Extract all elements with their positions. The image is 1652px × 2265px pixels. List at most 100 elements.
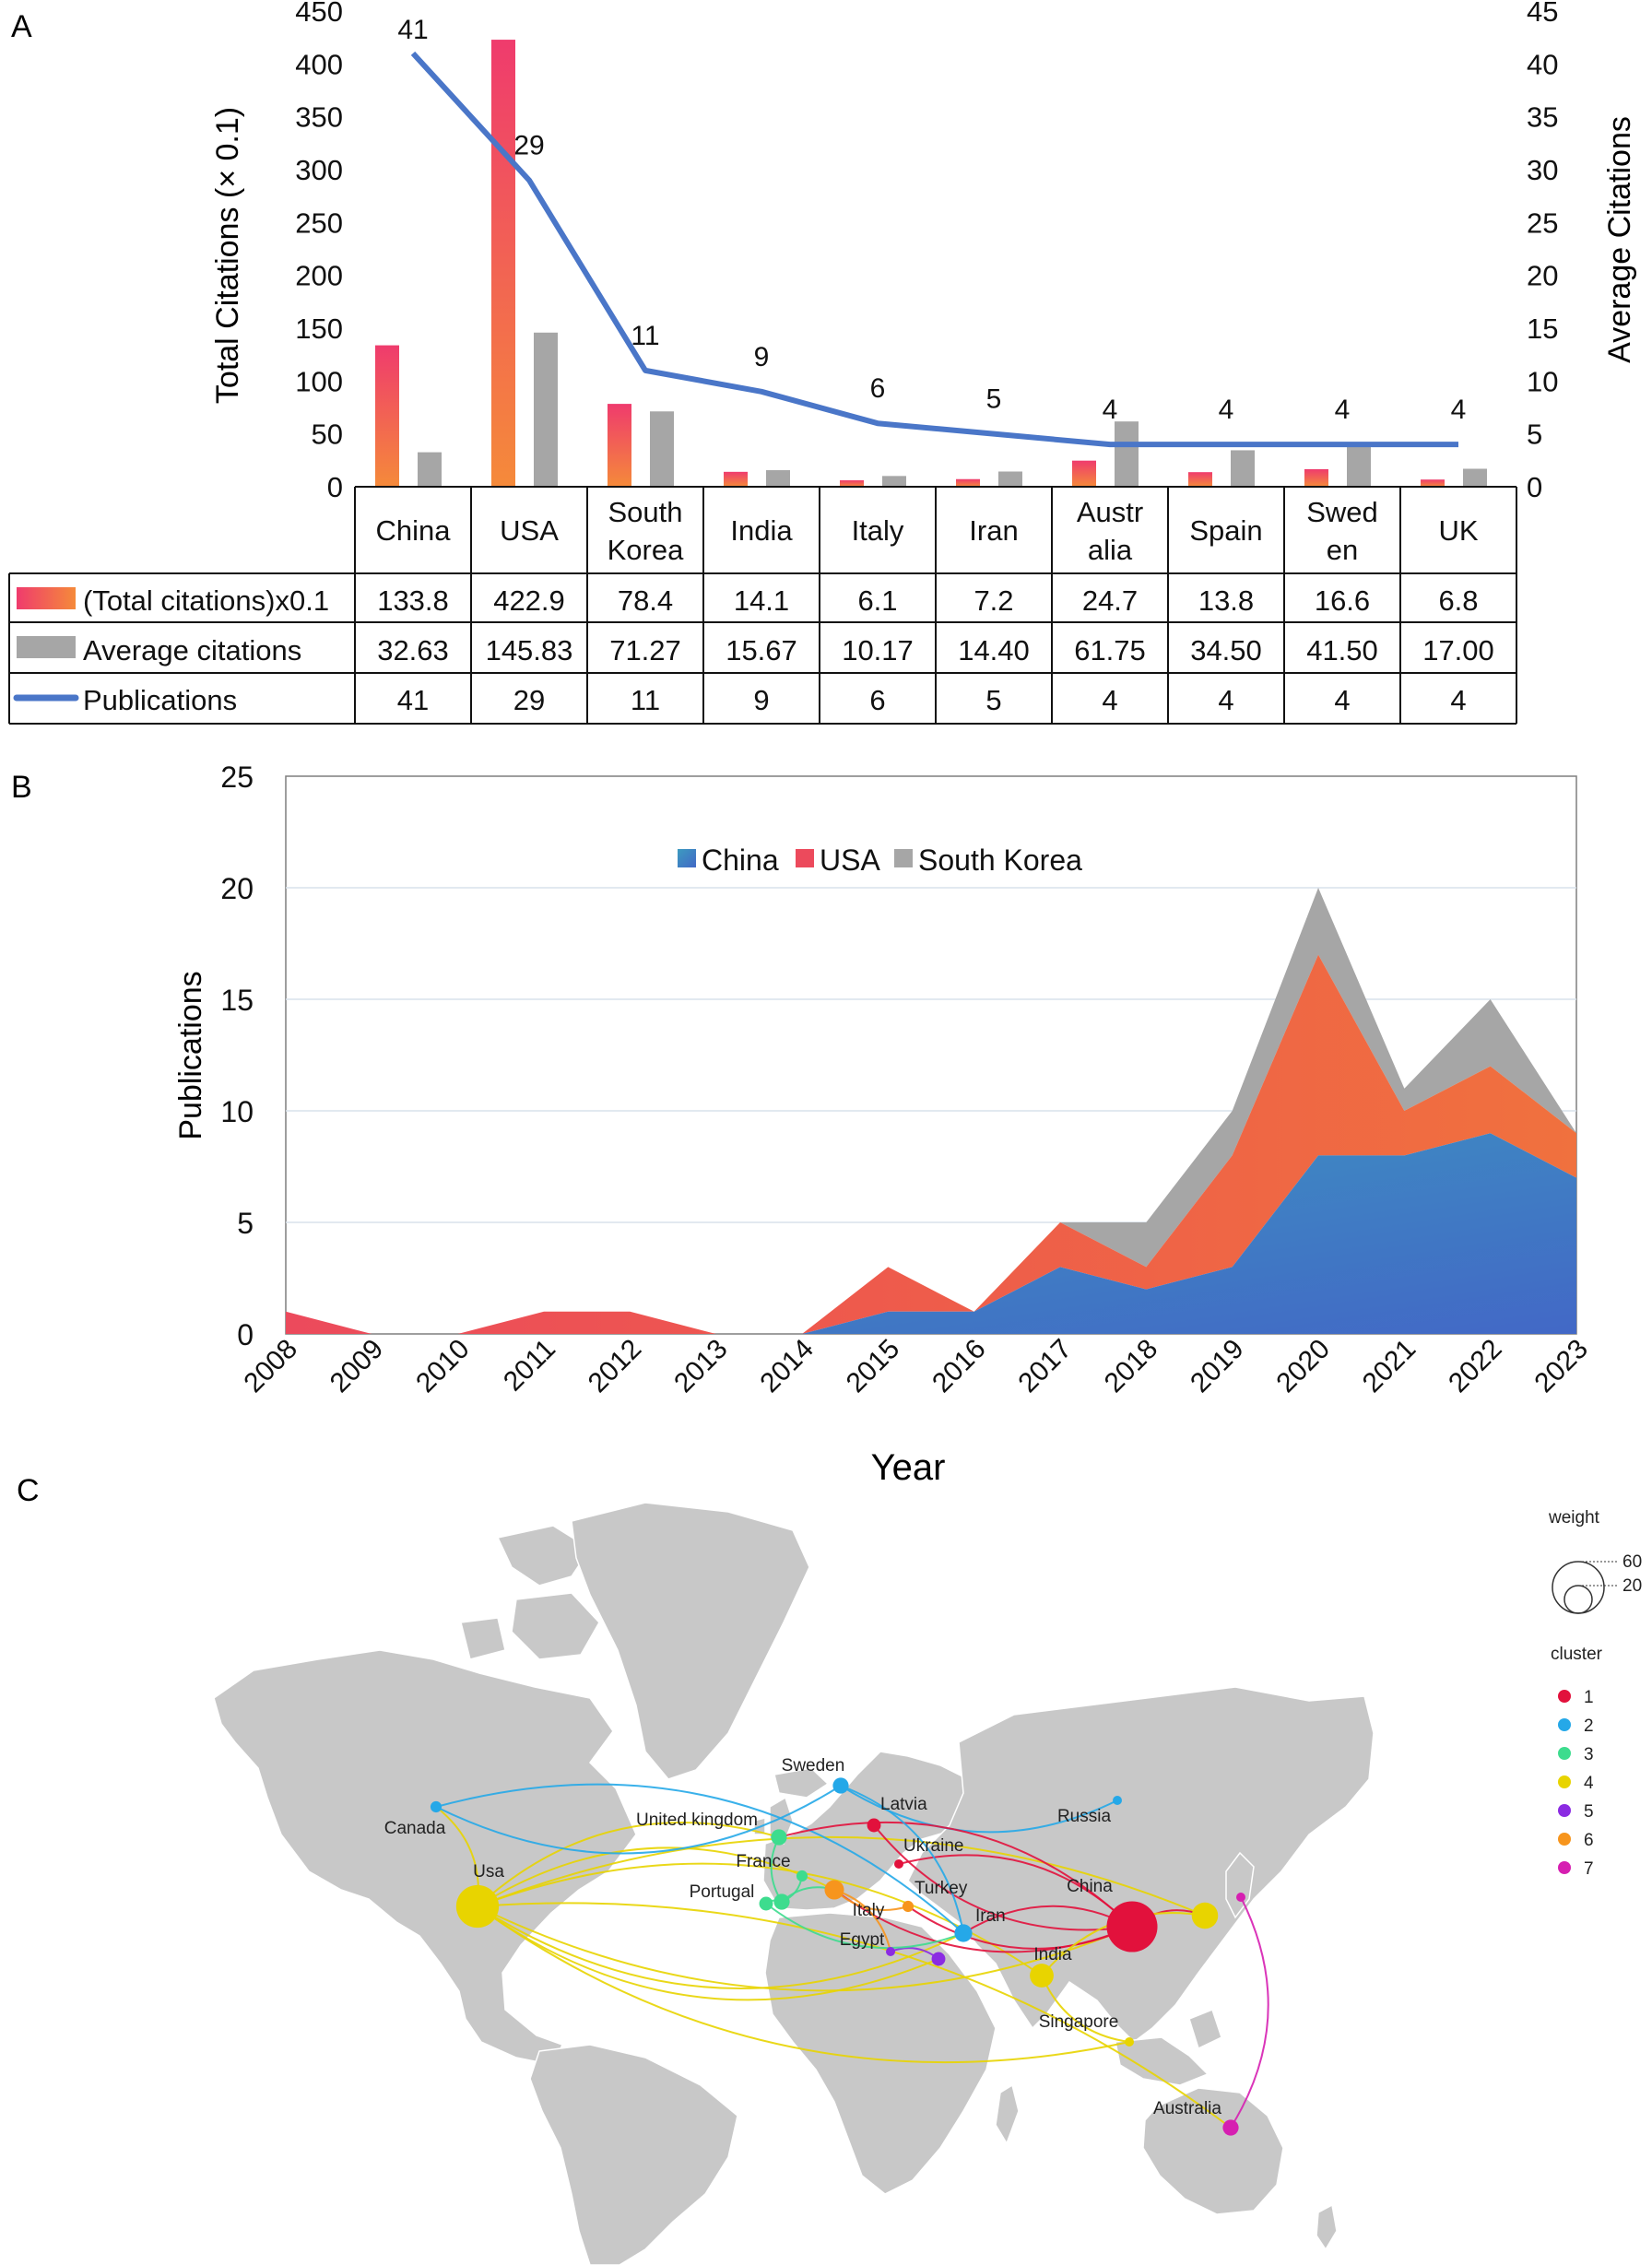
a-bar-average-6 bbox=[1115, 421, 1139, 487]
c-link-9 bbox=[477, 1835, 1206, 1917]
c-label-russia: Russia bbox=[1057, 1807, 1112, 1826]
c-link-16 bbox=[778, 1821, 1133, 1928]
panel-a-bars bbox=[375, 40, 1487, 487]
c-node-egypt bbox=[886, 1947, 895, 1956]
a-pub-label-6: 4 bbox=[1103, 395, 1118, 425]
a-cat-9: UK bbox=[1438, 514, 1478, 547]
a-key-average bbox=[17, 636, 76, 658]
panel-a-data-table: China USA South Korea India Italy Iran Austr ali… bbox=[8, 486, 1517, 725]
panel-b-label: B bbox=[11, 770, 32, 805]
a-cell-1-2: 71.27 bbox=[609, 634, 681, 667]
a-cat-5: Iran bbox=[969, 514, 1018, 547]
a-cell-2-6: 4 bbox=[1102, 684, 1117, 716]
a-y2tick-10: 10 bbox=[1527, 365, 1558, 397]
b-xtick-2011: 2011 bbox=[498, 1334, 561, 1398]
a-cell-1-6: 61.75 bbox=[1074, 634, 1146, 667]
a-bar-average-2 bbox=[650, 411, 674, 487]
panel-b-xlabel: Year bbox=[871, 1447, 946, 1488]
a-bar-average-4 bbox=[882, 476, 906, 487]
a-cell-0-4: 6.1 bbox=[857, 584, 897, 617]
a-ytick-300: 300 bbox=[295, 154, 343, 186]
a-cell-1-3: 15.67 bbox=[726, 634, 797, 667]
a-cell-1-8: 41.50 bbox=[1306, 634, 1378, 667]
panel-a-ylabel: Total Citations (× 0.1) bbox=[210, 107, 245, 404]
a-cell-0-1: 422.9 bbox=[493, 584, 565, 617]
a-cell-2-2: 11 bbox=[631, 684, 660, 716]
a-bar-average-7 bbox=[1231, 450, 1255, 487]
weight-legend-circle-large bbox=[1552, 1561, 1605, 1614]
a-bar-total-2 bbox=[608, 404, 631, 487]
cluster-legend-dot-1 bbox=[1558, 1690, 1571, 1703]
panel-b-legend: China USA South Korea bbox=[678, 843, 1082, 877]
c-link-2 bbox=[477, 1905, 1130, 2063]
a-bar-total-3 bbox=[724, 471, 748, 487]
a-pub-label-3: 9 bbox=[754, 342, 770, 372]
c-label-portugal: Portugal bbox=[690, 1882, 755, 1902]
a-ytick-350: 350 bbox=[295, 101, 343, 134]
a-y2tick-5: 5 bbox=[1527, 419, 1542, 451]
b-legend-swatch-2 bbox=[894, 849, 913, 867]
panel-a-right-ticks: 0 5 10 15 20 25 30 35 40 45 bbox=[1527, 0, 1558, 503]
c-label-united-kingdom: United kingdom bbox=[636, 1811, 758, 1830]
a-pub-label-4: 6 bbox=[870, 373, 886, 404]
b-ytick-0: 0 bbox=[237, 1318, 254, 1351]
c-label-iran: Iran bbox=[975, 1906, 1006, 1926]
a-y2tick-20: 20 bbox=[1527, 260, 1558, 292]
a-cell-1-1: 145.83 bbox=[486, 634, 573, 667]
cluster-legend-dot-2 bbox=[1558, 1718, 1571, 1731]
panel-a-publications-line: 41 29 11 9 6 5 4 4 4 4 bbox=[397, 15, 1466, 448]
c-node-australia bbox=[1222, 2119, 1239, 2136]
cluster-legend-items: 1 2 3 4 5 6 7 bbox=[1558, 1688, 1594, 1879]
cluster-legend-label-7: 7 bbox=[1584, 1859, 1594, 1879]
c-node-italy bbox=[824, 1880, 844, 1900]
c-node-portugal bbox=[759, 1896, 773, 1911]
panel-a: A Total Citations (× 0.1) Average Citati… bbox=[8, 0, 1637, 725]
a-cell-0-3: 14.1 bbox=[734, 584, 789, 617]
c-node-japan bbox=[1236, 1893, 1245, 1902]
c-link-20 bbox=[1230, 1896, 1269, 2129]
a-cell-1-9: 17.00 bbox=[1422, 634, 1494, 667]
b-ytick-20: 20 bbox=[220, 872, 254, 905]
c-node-united-kingdom bbox=[771, 1829, 787, 1846]
a-cell-2-0: 41 bbox=[397, 684, 429, 716]
b-xtick-2016: 2016 bbox=[926, 1334, 992, 1399]
cluster-legend-label-5: 5 bbox=[1584, 1802, 1594, 1822]
c-label-sweden: Sweden bbox=[782, 1756, 845, 1775]
a-y2tick-0: 0 bbox=[1527, 471, 1542, 503]
c-label-ukraine: Ukraine bbox=[903, 1836, 963, 1856]
a-cell-0-7: 13.8 bbox=[1198, 584, 1254, 617]
b-xtick-2017: 2017 bbox=[1012, 1334, 1078, 1399]
b-xtick-2022: 2022 bbox=[1443, 1334, 1508, 1399]
b-xtick-2010: 2010 bbox=[410, 1334, 476, 1399]
weight-legend-title: weight bbox=[1548, 1508, 1600, 1528]
a-bar-total-0 bbox=[375, 345, 399, 487]
b-ytick-25: 25 bbox=[220, 761, 254, 794]
b-area-usa bbox=[286, 954, 1576, 1334]
a-cat-6-l2: alia bbox=[1088, 534, 1133, 566]
a-cell-0-5: 7.2 bbox=[974, 584, 1013, 617]
a-y2tick-35: 35 bbox=[1527, 101, 1558, 134]
land-south-america bbox=[529, 2044, 738, 2265]
a-bar-total-5 bbox=[956, 478, 980, 487]
c-label-france: France bbox=[736, 1852, 790, 1871]
land-africa bbox=[764, 1912, 997, 2195]
a-bar-average-5 bbox=[998, 471, 1022, 487]
a-bar-total-6 bbox=[1072, 460, 1096, 487]
cluster-legend-label-4: 4 bbox=[1584, 1774, 1594, 1793]
c-label-singapore: Singapore bbox=[1039, 2012, 1119, 2032]
land-greenland bbox=[571, 1502, 810, 1780]
land-japan bbox=[1225, 1851, 1255, 1919]
a-cell-1-7: 34.50 bbox=[1190, 634, 1262, 667]
a-pub-label-1: 29 bbox=[513, 130, 544, 160]
c-label-australia: Australia bbox=[1153, 2099, 1221, 2118]
a-bar-average-0 bbox=[418, 452, 442, 487]
c-node-canada bbox=[430, 1800, 442, 1813]
b-xtick-2014: 2014 bbox=[754, 1334, 820, 1399]
panel-c: C China Latvia Ukraine Usa India Singapore Can… bbox=[17, 1473, 1642, 2265]
a-row-name-1: Average citations bbox=[83, 634, 301, 667]
panel-c-label: C bbox=[17, 1473, 40, 1508]
panel-b-areas bbox=[286, 888, 1576, 1334]
a-cell-1-5: 14.40 bbox=[958, 634, 1030, 667]
a-bar-average-8 bbox=[1347, 442, 1371, 487]
